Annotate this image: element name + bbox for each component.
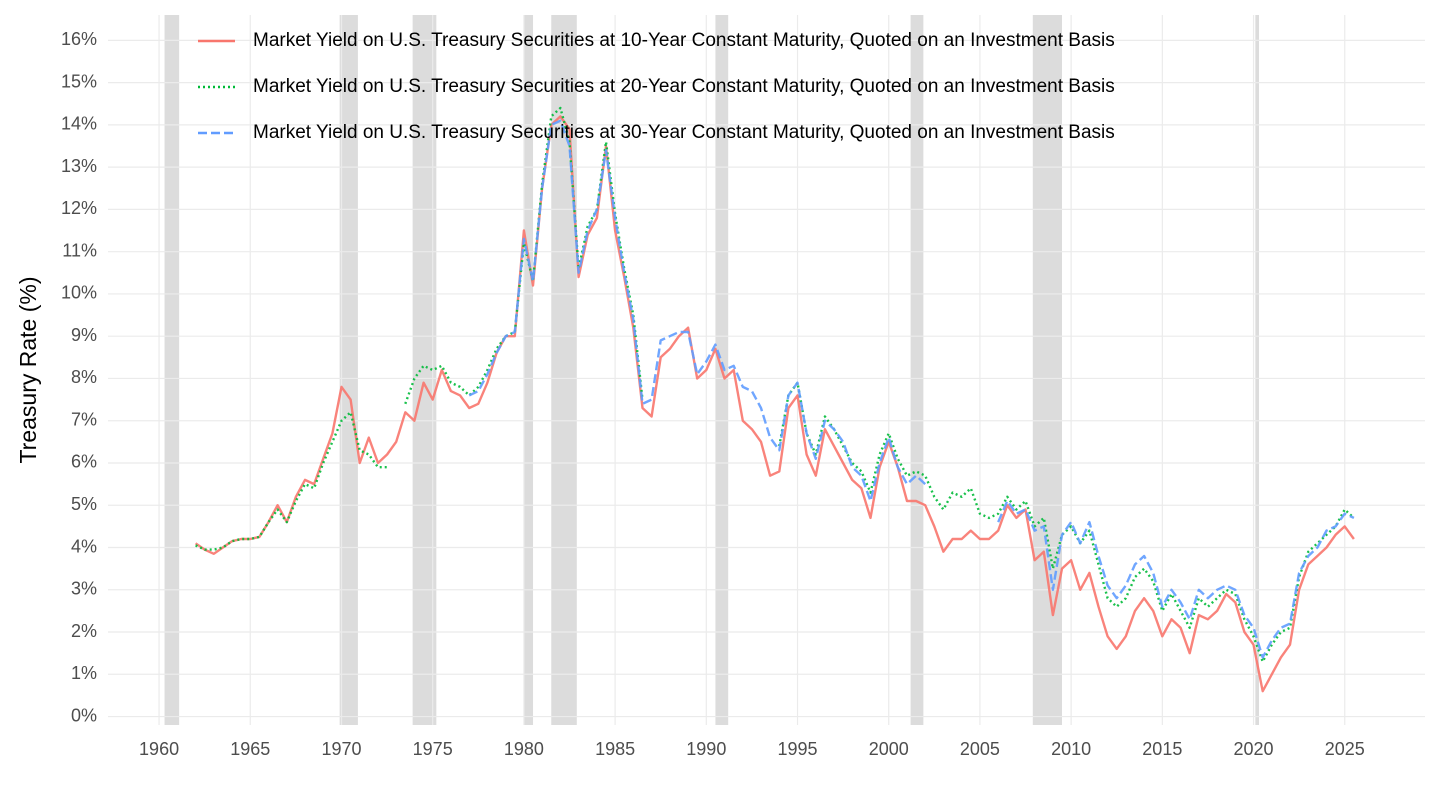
series-line <box>195 106 1355 663</box>
y-tick-label: 11% <box>62 240 97 260</box>
x-tick-label: 1995 <box>777 739 817 759</box>
y-tick-label: 16% <box>61 29 97 49</box>
y-tick-label: 8% <box>71 367 97 387</box>
y-tick-label: 6% <box>71 452 97 472</box>
x-tick-label: 1990 <box>686 739 726 759</box>
y-tick-label: 2% <box>71 621 97 641</box>
series-line <box>468 119 1355 659</box>
y-tick-label: 10% <box>61 283 97 303</box>
x-tick-label: 1965 <box>230 739 270 759</box>
recession-band <box>164 15 180 725</box>
y-tick-label: 7% <box>71 409 97 429</box>
recession-band <box>1255 15 1260 725</box>
x-tick-label: 2010 <box>1051 739 1091 759</box>
recession-band <box>1032 15 1063 725</box>
grid-layer: 0% 1% 2% 3% 4% 5% 6% 7% 8% 9% 10% 11% 12% 13% 14% 15% 16… <box>61 15 1425 759</box>
legend: Market Yield on U.S. Treasury Securities… <box>198 30 1115 143</box>
y-tick-label: 9% <box>71 325 97 345</box>
recession-band <box>523 15 534 725</box>
series-line <box>194 115 1355 693</box>
y-tick-label: 3% <box>71 579 97 599</box>
x-tick-label: 2015 <box>1142 739 1182 759</box>
y-tick-label: 0% <box>71 705 97 725</box>
x-tick-label: 2020 <box>1234 739 1274 759</box>
x-tick-label: 1970 <box>321 739 361 759</box>
y-tick-label: 15% <box>61 71 97 91</box>
y-tick-label: 5% <box>71 494 97 514</box>
y-tick-label: 1% <box>71 663 97 683</box>
x-tick-label: 1975 <box>413 739 453 759</box>
y-tick-label: 4% <box>71 536 97 556</box>
x-tick-label: 2005 <box>960 739 1000 759</box>
legend-label: Market Yield on U.S. Treasury Securities… <box>253 76 1115 97</box>
y-tick-label: 14% <box>61 114 97 134</box>
x-tick-label: 1985 <box>595 739 635 759</box>
legend-label: Market Yield on U.S. Treasury Securities… <box>253 122 1115 143</box>
legend-label: Market Yield on U.S. Treasury Securities… <box>253 30 1115 51</box>
y-axis-title: Treasury Rate (%) <box>15 276 41 463</box>
line-layer <box>194 106 1355 693</box>
y-tick-label: 12% <box>61 198 97 218</box>
y-tick-label: 13% <box>61 156 97 176</box>
x-tick-label: 2025 <box>1325 739 1365 759</box>
x-tick-label: 2000 <box>869 739 909 759</box>
x-tick-label: 1960 <box>139 739 179 759</box>
x-tick-label: 1980 <box>504 739 544 759</box>
